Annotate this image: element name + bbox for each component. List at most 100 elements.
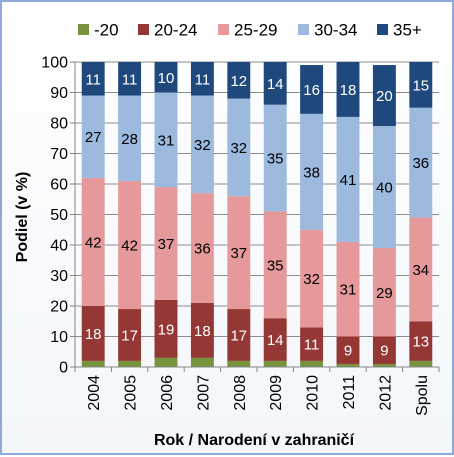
data-label: 14 [267, 76, 284, 93]
data-label: 35 [267, 151, 284, 168]
data-label: 17 [121, 327, 138, 344]
bar-segment [300, 327, 324, 361]
bar-segment [336, 62, 360, 117]
data-label: 31 [340, 282, 357, 299]
bar-segment [372, 65, 396, 127]
data-label: 17 [230, 327, 247, 344]
y-tick-label: 90 [50, 85, 68, 102]
bar-segment [227, 98, 251, 197]
bar-segment [118, 95, 142, 181]
data-label: 18 [340, 82, 357, 99]
legend-swatch [298, 24, 309, 35]
y-tick-label: 0 [59, 360, 68, 377]
data-label: 37 [158, 236, 175, 253]
legend-swatch [218, 24, 229, 35]
bar-segment [409, 217, 433, 322]
legend-label: -20 [94, 21, 119, 40]
x-tick-label: 2008 [232, 375, 249, 411]
bar-segment [190, 62, 214, 96]
data-label: 32 [303, 271, 320, 288]
data-label: 41 [340, 172, 357, 189]
bar-segment [227, 62, 251, 99]
bar-segment [154, 357, 178, 367]
x-tick-label: 2009 [268, 375, 285, 411]
bar-segment [300, 360, 324, 367]
data-label: 18 [85, 326, 102, 343]
bar-segment [227, 196, 251, 310]
x-tick-label: 2010 [305, 375, 322, 411]
x-axis-title: Rok / Narodení v zahraničí [154, 432, 355, 449]
data-label: 28 [121, 131, 138, 148]
legend: -20 20-24 25-29 30-34 35+ [78, 21, 422, 40]
data-label: 11 [195, 71, 211, 88]
y-tick-label: 30 [50, 268, 68, 285]
y-tick-label: 60 [50, 177, 68, 194]
x-tick-label: Spolu [414, 375, 431, 416]
data-label: 11 [304, 337, 320, 354]
data-label: 14 [267, 332, 284, 349]
bars: 18 42 27 11 17 42 28 11 19 37 31 10 18 36 32 11 17 37 32 12… [81, 62, 433, 367]
data-label: 13 [412, 334, 429, 351]
x-tick-label: 2006 [159, 375, 176, 411]
bar-segment [227, 309, 251, 361]
bar-segment [190, 302, 214, 358]
legend-label: 35+ [393, 21, 422, 40]
bar-segment [190, 357, 214, 367]
data-label: 15 [412, 77, 429, 94]
data-label: 27 [85, 129, 102, 146]
data-label: 35 [267, 257, 284, 274]
legend-label: 20-24 [154, 21, 197, 40]
bar-segment [154, 299, 178, 358]
data-label: 40 [376, 180, 393, 197]
bar-segment [263, 211, 287, 319]
bar-segment [81, 360, 105, 367]
data-label: 10 [158, 70, 175, 87]
bar-segment [154, 62, 178, 93]
bar-segment [300, 65, 324, 114]
bar-segment [154, 92, 178, 188]
x-tick-label: 2005 [123, 375, 140, 411]
data-label: 12 [230, 73, 247, 90]
data-label: 11 [122, 71, 138, 88]
legend-swatch [138, 24, 149, 35]
bar-segment [118, 360, 142, 367]
bar-segment [372, 363, 396, 367]
bar-segment [336, 363, 360, 367]
data-label: 9 [344, 343, 352, 360]
bar-segment [118, 180, 142, 310]
bar-segment [409, 321, 433, 361]
data-label: 42 [85, 234, 102, 251]
bar-segment [300, 229, 324, 328]
bar-segment [118, 62, 142, 96]
data-label: 38 [303, 164, 320, 181]
x-tick-labels: 2004 2005 2006 2007 2008 2009 2010 2011 2012 Spol… [86, 375, 431, 416]
x-tick-label: 2004 [86, 375, 103, 411]
y-tick-label: 70 [50, 146, 68, 163]
x-tick-label: 2012 [377, 375, 394, 411]
bar-segment [409, 62, 433, 108]
bar-segment [300, 113, 324, 230]
y-tick-label: 100 [41, 55, 68, 72]
bar-segment [409, 107, 433, 218]
y-tick-label: 40 [50, 238, 68, 255]
y-tick-label: 50 [50, 207, 68, 224]
bar-segment [227, 360, 251, 367]
bar-segment [154, 187, 178, 300]
data-label: 32 [194, 137, 211, 154]
y-tick-label: 80 [50, 116, 68, 133]
bar-segment [336, 116, 360, 242]
legend-swatch [78, 24, 89, 35]
bar-segment [190, 95, 214, 194]
bar-segment [409, 360, 433, 367]
x-tick-label: 2007 [195, 375, 212, 411]
data-label: 37 [230, 245, 247, 262]
bar-segment [81, 95, 105, 178]
data-label: 9 [380, 343, 388, 360]
data-label: 42 [121, 238, 138, 255]
data-label: 36 [412, 155, 429, 172]
data-label: 31 [158, 132, 175, 149]
bar-segment [81, 62, 105, 96]
legend-label: 30-34 [314, 21, 357, 40]
bar-segment [372, 248, 396, 337]
